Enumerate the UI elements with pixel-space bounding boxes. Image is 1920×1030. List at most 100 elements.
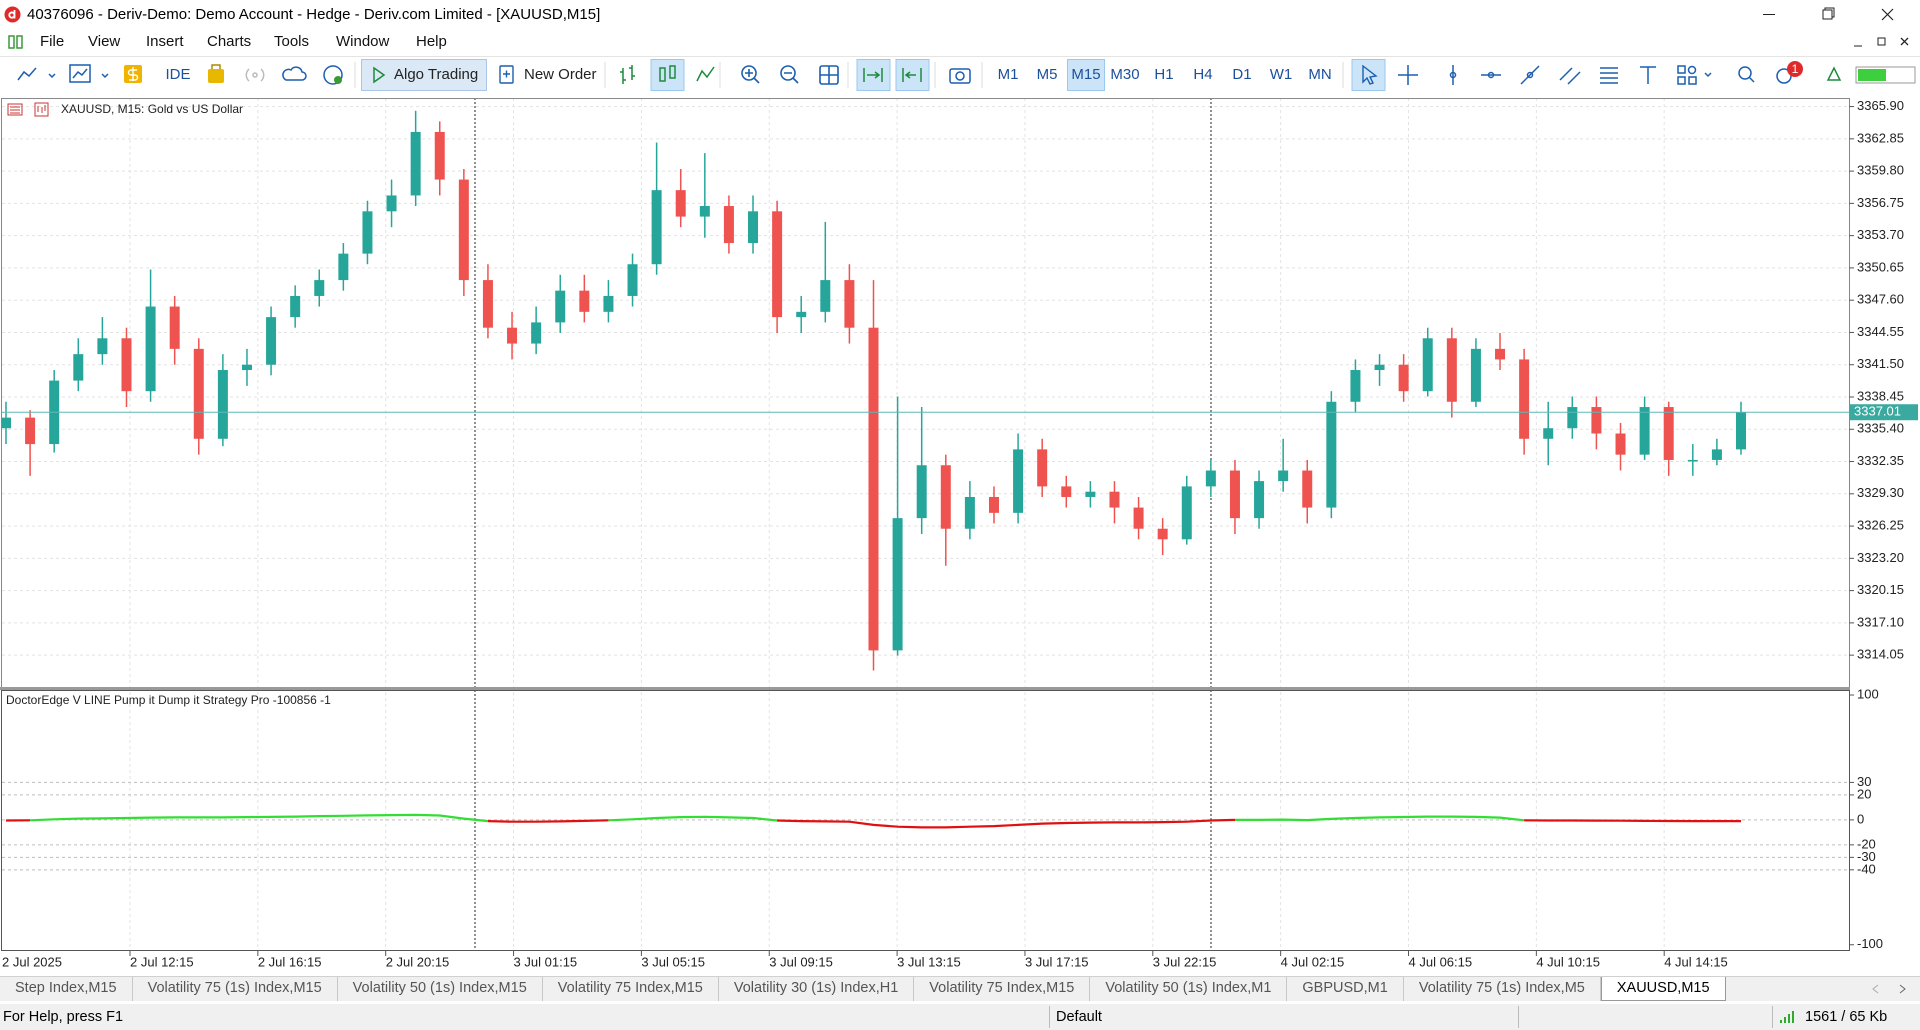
chart-tab[interactable]: Volatility 75 (1s) Index,M15 xyxy=(133,977,338,1001)
ide-button[interactable]: IDE xyxy=(165,66,190,83)
candle-body xyxy=(1278,470,1289,482)
candle-body xyxy=(579,290,590,312)
search-tool[interactable] xyxy=(1738,66,1755,83)
candle-body xyxy=(1350,370,1361,402)
x-tick-label: 2 Jul 12:15 xyxy=(130,954,194,969)
candle-body xyxy=(1543,428,1554,439)
chart-tab[interactable]: XAUUSD,M15 xyxy=(1600,977,1726,1001)
chart-tab[interactable]: Volatility 30 (1s) Index,H1 xyxy=(719,977,915,1001)
menu-item[interactable]: View xyxy=(88,33,121,50)
menu-item[interactable]: File xyxy=(40,33,65,50)
candle-body xyxy=(1398,364,1409,392)
cursor-tool[interactable] xyxy=(1351,59,1386,91)
restore-button[interactable] xyxy=(1822,7,1835,20)
candle-body xyxy=(507,327,518,344)
shapes-tool[interactable] xyxy=(1677,65,1697,85)
timeframe-button[interactable]: W1 xyxy=(1270,66,1293,83)
candle-body xyxy=(772,211,783,318)
scroll-left[interactable] xyxy=(1872,984,1879,994)
chart-tab[interactable]: Volatility 75 Index,M15 xyxy=(543,977,719,1001)
timeframe-button[interactable]: MN xyxy=(1308,66,1331,83)
notifications-tool[interactable] xyxy=(1776,68,1792,84)
timeframe-button[interactable]: D1 xyxy=(1232,66,1251,83)
timeframe-button[interactable]: M5 xyxy=(1037,66,1058,83)
radio-tool[interactable] xyxy=(245,68,265,82)
line-tool[interactable] xyxy=(696,66,715,82)
bar-chart-tool[interactable] xyxy=(620,65,635,84)
doc-restore[interactable] xyxy=(1877,37,1886,46)
chart-shift-tool[interactable] xyxy=(895,59,930,91)
indicator-line xyxy=(608,815,778,822)
vps-tool[interactable] xyxy=(323,65,343,85)
algo-trading-button[interactable]: Algo Trading xyxy=(361,59,487,91)
candle-body xyxy=(1591,407,1602,434)
screenshot-tool[interactable] xyxy=(949,68,971,84)
doc-close[interactable] xyxy=(1900,37,1909,46)
candle-body xyxy=(699,206,710,217)
timeframe-button[interactable]: H4 xyxy=(1193,66,1212,83)
menu-item[interactable]: Charts xyxy=(207,33,252,50)
chart-tab[interactable]: Volatility 75 Index,M15 xyxy=(914,977,1091,1001)
candle-body xyxy=(1229,470,1240,519)
chart-tab[interactable]: Volatility 50 (1s) Index,M15 xyxy=(338,977,543,1001)
timeframe-button[interactable]: M15 xyxy=(1071,66,1100,83)
close-button[interactable] xyxy=(1881,8,1894,21)
dropdown-arrow[interactable] xyxy=(1704,72,1712,78)
horizontal-line-tool[interactable] xyxy=(1481,71,1501,79)
dropdown-arrow[interactable] xyxy=(48,73,56,79)
status-profile: Default xyxy=(1056,1009,1102,1025)
chart-tab[interactable]: Volatility 75 (1s) Index,M5 xyxy=(1404,977,1601,1001)
candle-body xyxy=(964,496,975,529)
indicator-line xyxy=(1235,815,1525,822)
candle-body xyxy=(290,295,301,318)
zoom-in-tool[interactable] xyxy=(741,65,760,84)
active-timeframe xyxy=(1067,59,1105,91)
timeframe-button[interactable]: H1 xyxy=(1154,66,1173,83)
menu-item[interactable]: Insert xyxy=(146,33,184,50)
title-bar: 40376096 - Deriv-Demo: Demo Account - He… xyxy=(0,0,1920,29)
dropdown-arrow[interactable] xyxy=(101,73,109,79)
new-order-button[interactable]: New Order xyxy=(499,65,597,84)
candle-body xyxy=(386,195,397,212)
fibonacci-tool[interactable] xyxy=(1600,67,1618,84)
line-chart-tool[interactable] xyxy=(17,67,37,81)
menu-item[interactable]: Window xyxy=(336,33,390,50)
text-tool[interactable] xyxy=(1640,66,1656,84)
level-tool[interactable] xyxy=(1826,66,1842,81)
chart-template-tool[interactable] xyxy=(69,64,91,83)
scroll-right[interactable] xyxy=(1899,984,1906,994)
candlestick-tool[interactable] xyxy=(650,59,685,91)
candle-body xyxy=(892,518,903,651)
chart-tab[interactable]: Volatility 50 (1s) Index,M1 xyxy=(1090,977,1288,1001)
candle-body xyxy=(1446,338,1457,402)
zoom-out-tool[interactable] xyxy=(780,65,799,84)
chart-tab[interactable]: GBPUSD,M1 xyxy=(1287,977,1404,1001)
trendline-tool[interactable] xyxy=(1520,65,1540,85)
vertical-line-tool[interactable] xyxy=(1449,65,1457,85)
y-tick-label: 3320.15 xyxy=(1857,582,1904,597)
timeframe-button[interactable]: M30 xyxy=(1110,66,1139,83)
market-button[interactable] xyxy=(124,65,142,83)
chart-tab[interactable]: Step Index,M15 xyxy=(0,977,133,1001)
notification-badge xyxy=(1787,61,1803,77)
cloud-tool[interactable] xyxy=(282,66,307,81)
algo-trading-label: Algo Trading xyxy=(394,66,478,83)
x-tick-label: 4 Jul 10:15 xyxy=(1536,954,1600,969)
autoscroll-tool[interactable] xyxy=(856,59,891,91)
menu-item[interactable]: Help xyxy=(416,33,447,50)
signals-tool[interactable] xyxy=(208,64,224,83)
candle-body xyxy=(1061,486,1072,497)
status-bar: For Help, press F1 Default 1561 / 65 Kb xyxy=(0,1004,1920,1030)
candle-body xyxy=(25,417,36,445)
signal-icon xyxy=(1780,1011,1794,1023)
candle-body xyxy=(1470,348,1481,402)
candle-body xyxy=(97,338,108,355)
menu-item[interactable]: Tools xyxy=(274,33,310,50)
timeframe-button[interactable]: M1 xyxy=(998,66,1019,83)
x-tick-label: 3 Jul 09:15 xyxy=(769,954,833,969)
candle-body xyxy=(1422,338,1433,392)
y-tick-label: -30 xyxy=(1857,849,1876,864)
tile-tool[interactable] xyxy=(819,65,839,85)
channel-tool[interactable] xyxy=(1559,67,1581,85)
crosshair-tool[interactable] xyxy=(1398,65,1418,85)
